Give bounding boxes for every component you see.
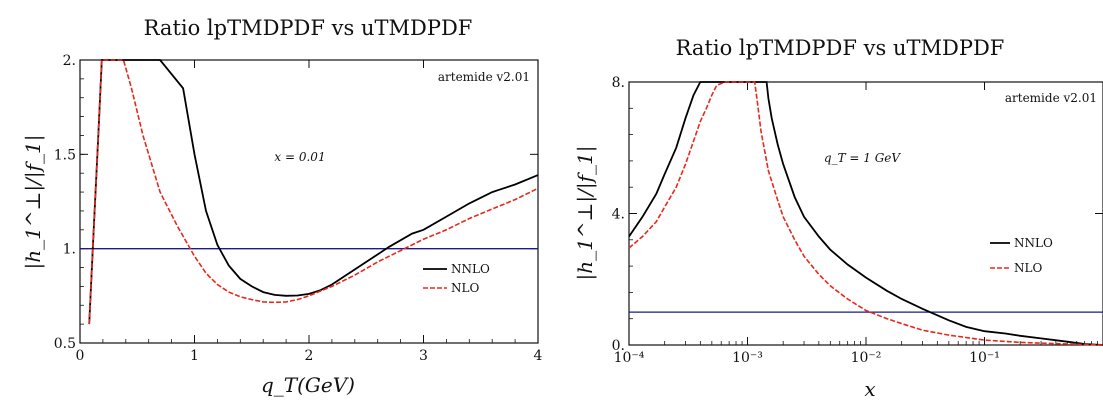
right-y-axis-label: |h_1^⊥|/|f_1| <box>573 146 598 281</box>
left-annotation-x: x = 0.01 <box>274 150 325 164</box>
right-chart: Ratio lpTMDPDF vs uTMDPDF 10⁻⁴ 10⁻³ 10⁻² 10… <box>573 36 1103 401</box>
left-y-axis-label: |h_1^⊥|/|f_1| <box>21 135 46 270</box>
x-tick-label: 2 <box>305 348 314 364</box>
x-tick-label: 10⁻² <box>851 350 882 366</box>
right-x-axis-label: x <box>864 377 875 401</box>
x-tick-label: 10⁻¹ <box>969 350 1000 366</box>
right-annotation-version: artemide v2.01 <box>1005 91 1097 105</box>
left-ticks: 0 1 2 3 4 0.5 1. 1.5 2. <box>54 53 543 364</box>
x-tick-label: 3 <box>419 348 428 364</box>
left-series-nnlo-line <box>88 59 539 325</box>
y-tick-label: 0.5 <box>54 336 76 352</box>
x-tick-label: 0 <box>76 348 85 364</box>
y-tick-label: 2. <box>63 53 76 69</box>
left-annotation-version: artemide v2.01 <box>438 70 530 84</box>
left-x-axis-label: q_T(GeV) <box>261 373 355 397</box>
left-series-nlo-line <box>88 59 539 325</box>
right-legend-nlo-label: NLO <box>1014 261 1042 275</box>
right-series-nnlo-line <box>628 81 1103 346</box>
left-legend-nlo-label: NLO <box>451 281 479 295</box>
left-chart-title: Ratio lpTMDPDF vs uTMDPDF <box>144 16 473 40</box>
x-tick-label: 4 <box>534 348 543 364</box>
left-plot-frame <box>79 59 539 344</box>
x-tick-label: 10⁻⁴ <box>614 350 645 366</box>
y-tick-label: 0. <box>612 338 625 354</box>
y-tick-label: 1.5 <box>54 147 76 163</box>
y-tick-label: 8. <box>612 75 625 91</box>
x-tick-label: 1 <box>190 348 199 364</box>
right-annotation-qt: q_T = 1 GeV <box>824 151 902 165</box>
x-tick-label: 10⁻³ <box>732 350 763 366</box>
y-tick-label: 1. <box>63 242 76 258</box>
left-chart: Ratio lpTMDPDF vs uTMDPDF 0 1 2 3 4 0.5 1. 1.5 2… <box>21 16 543 397</box>
right-chart-title: Ratio lpTMDPDF vs uTMDPDF <box>676 36 1005 60</box>
y-tick-label: 4. <box>612 207 625 223</box>
right-ticks: 10⁻⁴ 10⁻³ 10⁻² 10⁻¹ 0. 4. 8. <box>612 75 1103 366</box>
right-legend-nnlo-label: NNLO <box>1014 236 1053 250</box>
right-series-nlo-line <box>628 81 1103 346</box>
left-legend-nnlo-label: NNLO <box>451 262 490 276</box>
